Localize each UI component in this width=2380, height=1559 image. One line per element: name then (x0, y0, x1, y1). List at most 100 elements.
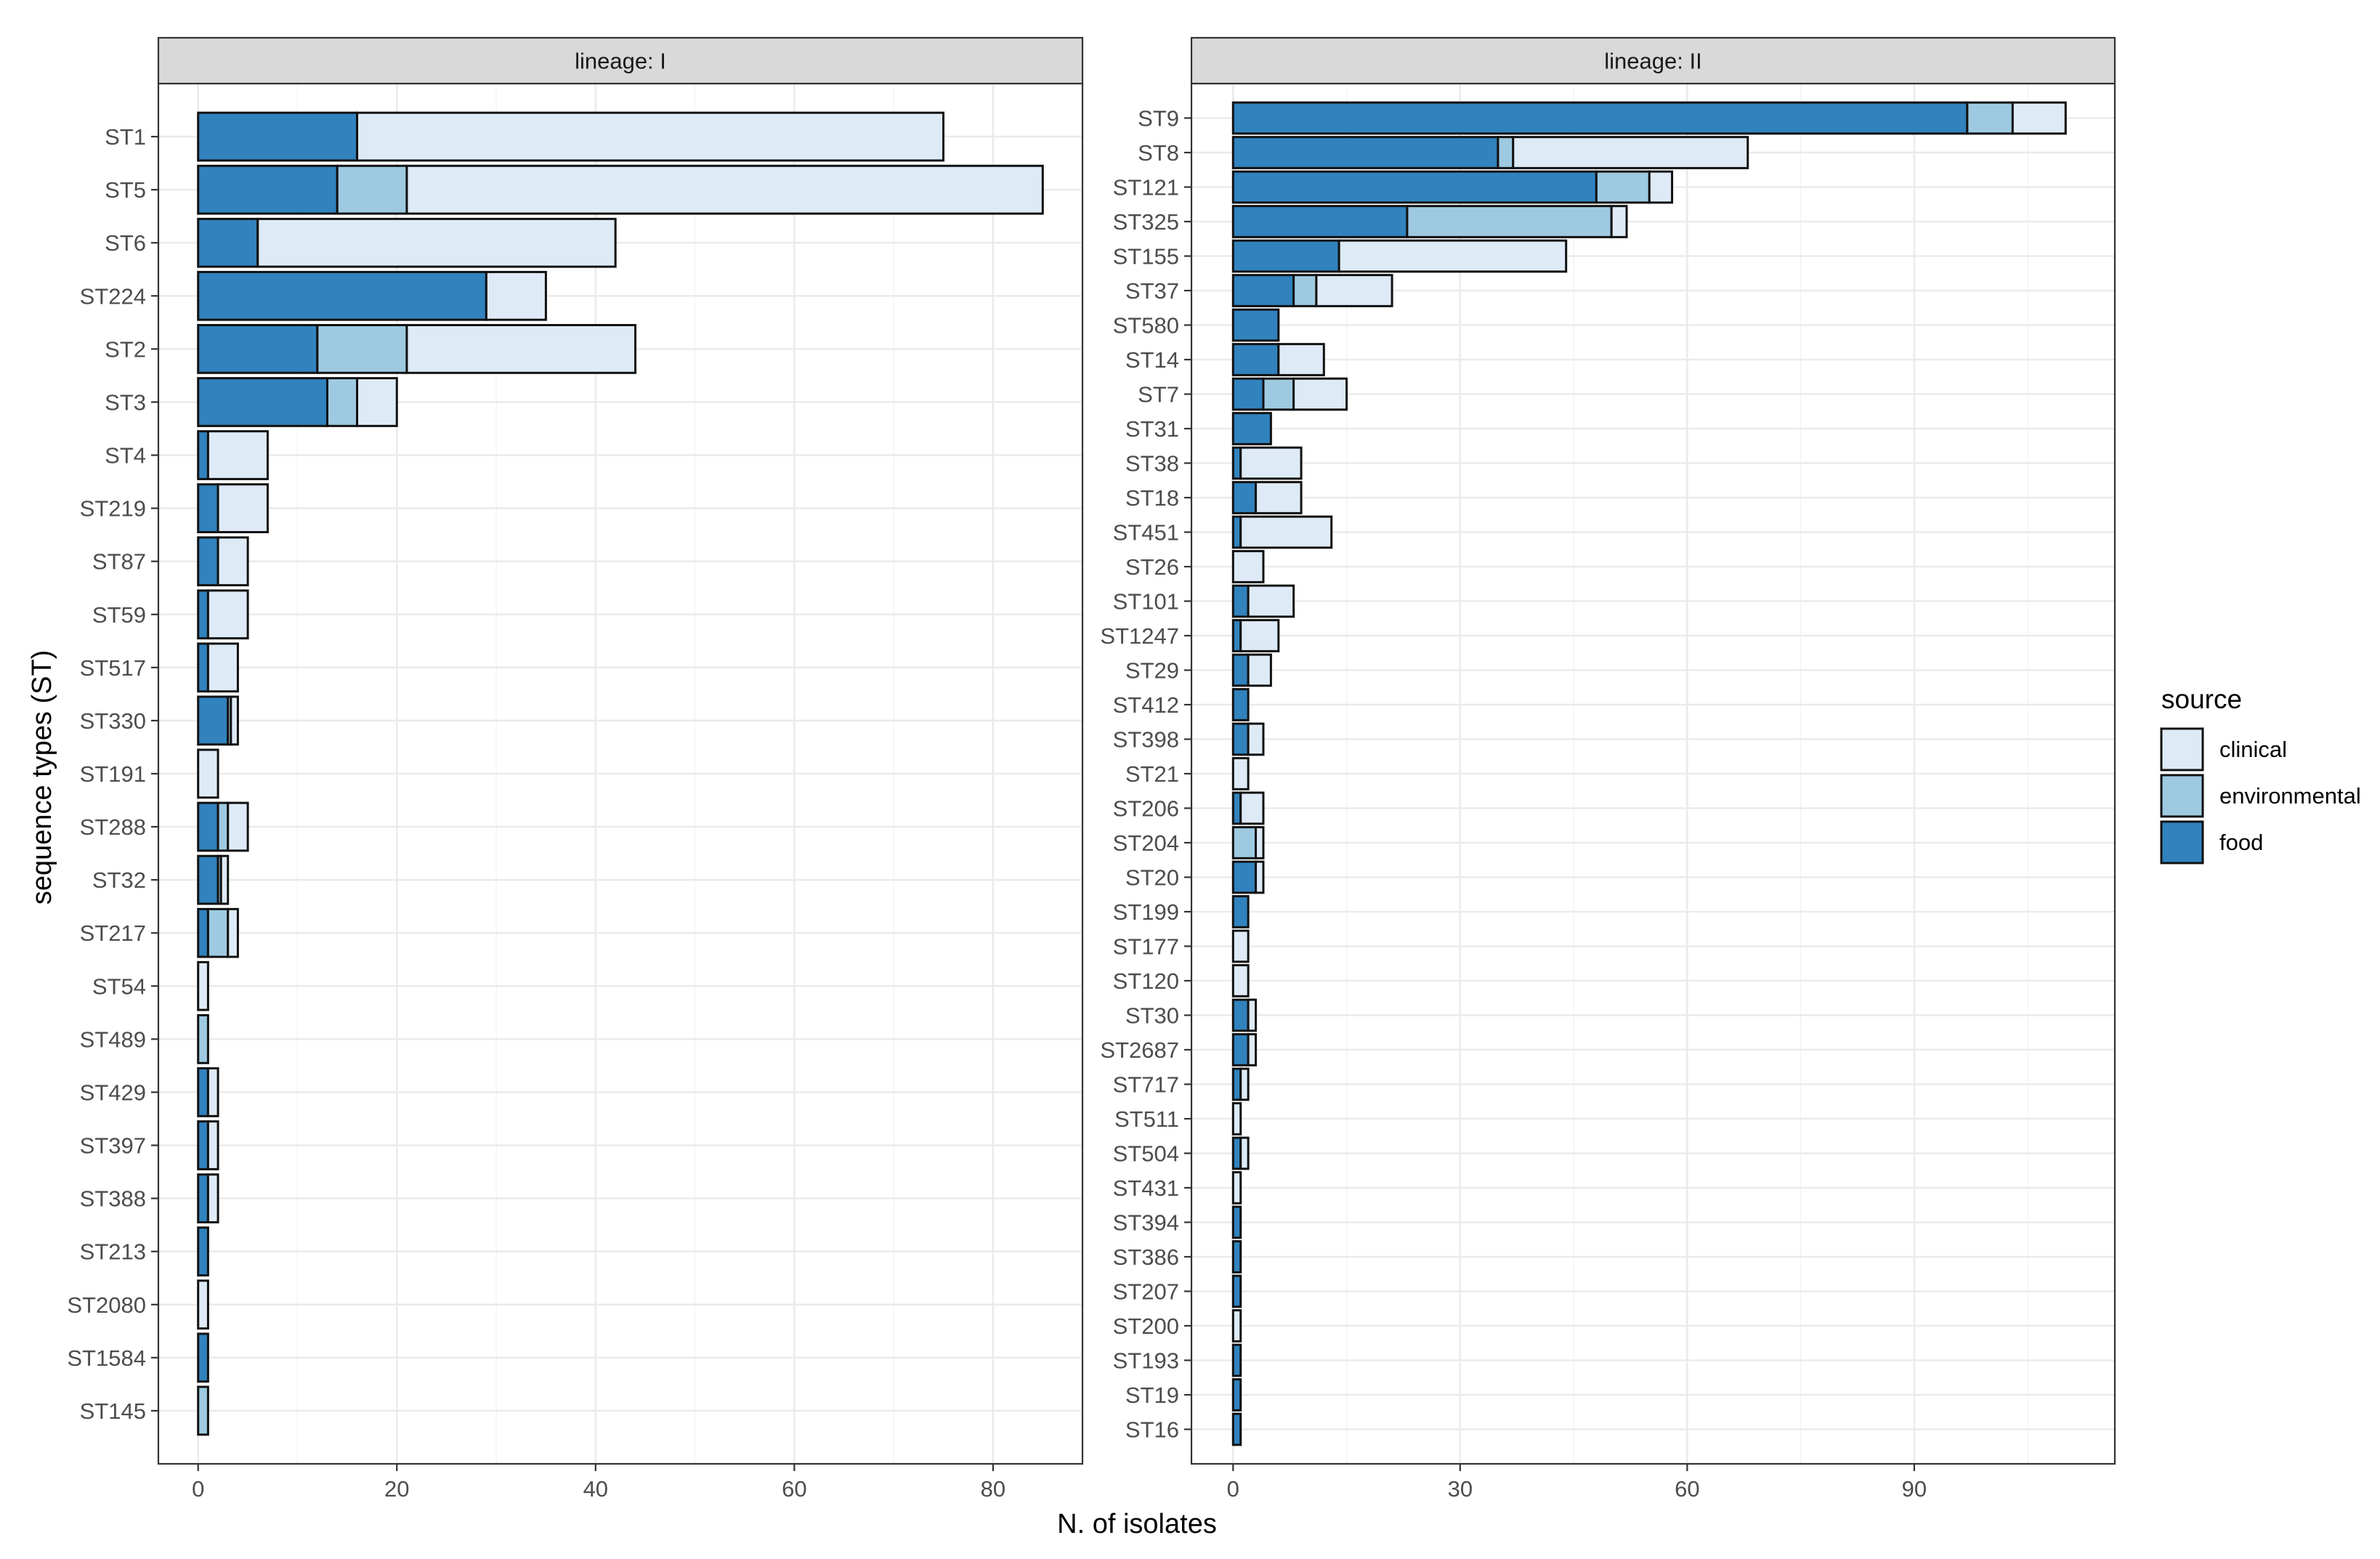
y-tick-label: ST325 (1113, 209, 1179, 235)
bar-ST19-food (1231, 1378, 1242, 1412)
bar-ST2-clinical (405, 324, 637, 374)
bar-ST120-clinical (1231, 964, 1250, 997)
x-tick-label: 30 (1448, 1476, 1473, 1502)
bar-ST59-clinical (206, 589, 249, 640)
bar-ST325-clinical (1610, 205, 1628, 238)
facet-panels: lineage: I ST1 ST5 ST6 ST224 ST2 ST3 ST4 ST219 ST… (67, 36, 2116, 1502)
facet-panel-2: lineage: II ST9 ST8 ST121 ST325 ST155 ST37 ST58… (1100, 36, 2116, 1502)
y-tick-label: ST5 (105, 177, 146, 203)
y-tick-label: ST29 (1125, 658, 1179, 684)
x-tick-label: 20 (384, 1476, 409, 1502)
bar-ST121-clinical (1648, 170, 1674, 204)
facet-strip-label: lineage: II (1604, 49, 1701, 74)
bar-ST451-clinical (1239, 515, 1333, 549)
bar-ST21-clinical (1231, 757, 1250, 790)
bar-ST6-food (197, 217, 259, 268)
bar-ST30-clinical (1247, 998, 1258, 1032)
y-tick-label: ST224 (80, 283, 146, 309)
bar-ST1-clinical (356, 111, 945, 162)
y-tick-label: ST388 (80, 1186, 146, 1212)
bar-ST32-clinical (219, 854, 230, 905)
bar-ST121-environmental (1595, 170, 1651, 204)
y-axis-title: sequence types (ST) (27, 650, 57, 905)
legend-title: source (2161, 684, 2242, 714)
y-tick-label: ST330 (80, 708, 146, 734)
y-tick-label: ST18 (1125, 485, 1179, 511)
bar-ST330-clinical (230, 695, 239, 746)
y-tick-label: ST87 (92, 549, 146, 575)
bar-ST5-environmental (336, 164, 408, 215)
y-tick-label: ST155 (1113, 244, 1179, 270)
y-tick-label: ST30 (1125, 1003, 1179, 1029)
bar-ST217-clinical (227, 907, 239, 958)
y-tick-label: ST511 (1114, 1106, 1179, 1132)
x-axis-title: N. of isolates (1057, 1509, 1217, 1539)
y-tick-label: ST101 (1113, 589, 1179, 615)
facet-strip (157, 36, 1084, 85)
bar-ST489-environmental (197, 1014, 209, 1064)
facet-strip-label: lineage: I (575, 49, 666, 74)
bar-ST59-food (197, 589, 209, 640)
y-tick-label: ST3 (105, 389, 146, 415)
y-tick-label: ST16 (1125, 1417, 1179, 1443)
bar-ST504-food (1231, 1136, 1242, 1170)
bar-ST30-food (1231, 998, 1250, 1032)
y-tick-label: ST6 (105, 230, 146, 256)
bar-ST29-clinical (1247, 653, 1272, 687)
y-tick-label: ST121 (1113, 175, 1179, 201)
legend-label-food: food (2219, 830, 2263, 855)
bar-ST191-clinical (197, 748, 219, 799)
legend-label-clinical: clinical (2219, 737, 2287, 762)
bar-ST16-food (1231, 1412, 1242, 1446)
legend-key-environmental (2160, 774, 2204, 818)
bar-ST199-food (1231, 895, 1250, 928)
y-tick-label: ST213 (80, 1239, 146, 1265)
y-tick-label: ST145 (80, 1398, 146, 1424)
y-tick-label: ST38 (1125, 451, 1179, 477)
bar-ST386-food (1231, 1240, 1242, 1273)
y-tick-label: ST206 (1113, 796, 1179, 822)
legend: source clinical environmental food (2160, 684, 2361, 864)
bar-ST204-clinical (1255, 826, 1265, 859)
bar-ST288-food (197, 801, 219, 852)
y-tick-label: ST398 (1113, 727, 1179, 753)
bar-ST177-clinical (1231, 929, 1250, 963)
bar-ST31-food (1231, 412, 1272, 445)
bar-ST18-clinical (1255, 481, 1303, 514)
bar-ST517-food (197, 642, 209, 693)
bar-ST87-food (197, 536, 219, 587)
bar-ST224-clinical (485, 270, 547, 321)
bar-ST717-clinical (1239, 1067, 1250, 1101)
bar-ST8-food (1231, 136, 1499, 169)
y-tick-label: ST2 (105, 336, 146, 362)
bar-ST504-clinical (1239, 1136, 1250, 1170)
bar-ST37-food (1231, 274, 1295, 307)
y-tick-label: ST19 (1125, 1382, 1179, 1408)
y-tick-label: ST451 (1113, 520, 1179, 546)
bar-ST20-food (1231, 860, 1258, 894)
bar-ST3-food (197, 377, 329, 427)
bar-ST1584-food (197, 1332, 209, 1383)
bar-ST451-food (1231, 515, 1242, 549)
bar-ST213-food (197, 1226, 209, 1277)
bar-ST8-environmental (1497, 136, 1515, 169)
bar-ST3-clinical (356, 377, 398, 427)
bar-ST26-clinical (1231, 550, 1265, 583)
x-tick-label: 90 (1902, 1476, 1927, 1502)
bar-ST7-food (1231, 377, 1265, 411)
bar-ST1247-clinical (1239, 619, 1280, 652)
bar-ST429-food (197, 1067, 209, 1117)
facet-strip (1190, 36, 2116, 85)
y-tick-label: ST429 (80, 1080, 146, 1105)
bar-ST388-clinical (206, 1173, 219, 1223)
bar-ST207-food (1231, 1274, 1242, 1308)
bar-ST1247-food (1231, 619, 1242, 652)
facet-panel-1: lineage: I ST1 ST5 ST6 ST224 ST2 ST3 ST4 ST219 ST… (67, 36, 1084, 1502)
bar-ST38-food (1231, 446, 1242, 480)
x-tick-label: 0 (1227, 1476, 1239, 1502)
y-tick-label: ST580 (1113, 313, 1179, 339)
bar-ST431-clinical (1231, 1171, 1242, 1204)
y-tick-label: ST489 (80, 1026, 146, 1052)
legend-key-clinical (2160, 727, 2204, 772)
